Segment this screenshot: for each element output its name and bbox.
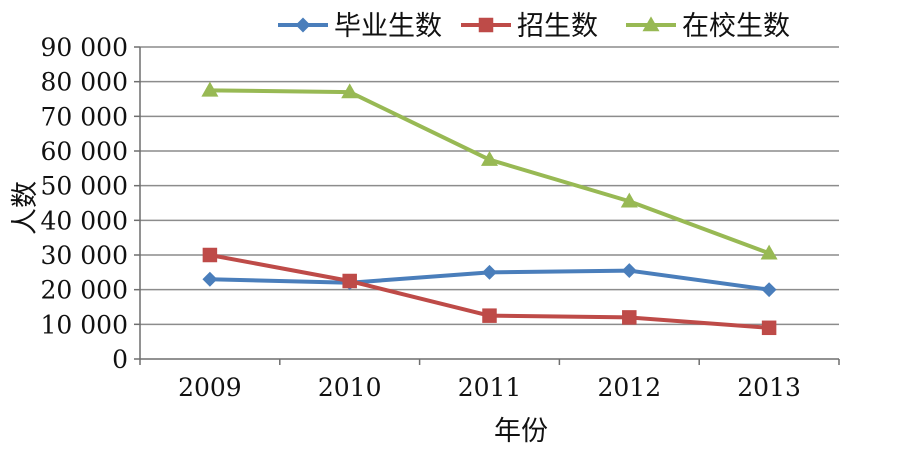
- legend-label: 在校生数: [682, 11, 790, 42]
- data-point: [341, 83, 359, 99]
- data-point: [761, 320, 777, 336]
- data-point: [201, 81, 219, 97]
- y-tick-labels: 0 10 000 20 000 30 000 40 000 50 000 60 000 70 …: [41, 33, 128, 374]
- x-tick-label: 2010: [318, 373, 382, 402]
- y-tick-label: 90 000: [41, 33, 128, 62]
- legend-marker: [642, 16, 660, 32]
- data-point: [620, 192, 638, 208]
- data-point: [342, 273, 357, 289]
- y-tick-label: 80 000: [41, 68, 128, 97]
- data-point: [482, 308, 497, 323]
- y-tick-label: 70 000: [41, 102, 128, 131]
- y-tick-label: 20 000: [41, 276, 128, 305]
- legend-label: 招生数: [517, 11, 598, 42]
- x-tick-label: 2012: [597, 373, 661, 402]
- axes: [134, 46, 840, 365]
- data-point: [622, 310, 637, 325]
- data-point: [202, 247, 218, 263]
- data-point: [760, 244, 778, 260]
- series-line-3: [209, 88, 770, 256]
- y-axis-title: 人数: [10, 181, 41, 235]
- legend-marker: [295, 17, 311, 33]
- legend: 毕业生数 招生数 在校生数: [278, 11, 790, 42]
- y-tick-label: 60 000: [41, 137, 128, 166]
- y-tick-label: 0: [112, 345, 128, 374]
- legend-marker: [478, 17, 494, 33]
- data-point: [761, 282, 777, 298]
- data-point: [621, 263, 637, 279]
- series: [201, 81, 778, 336]
- data-point: [202, 271, 218, 287]
- y-tick-label: 10 000: [41, 310, 128, 339]
- y-tick-label: 50 000: [41, 172, 128, 201]
- y-tick-label: 40 000: [41, 206, 128, 235]
- y-tick-label: 30 000: [41, 241, 128, 270]
- x-tick-label: 2013: [737, 373, 801, 402]
- x-axis-title: 年份: [494, 416, 548, 447]
- gridlines: [140, 46, 839, 326]
- data-point: [480, 151, 499, 166]
- data-point: [482, 264, 497, 280]
- legend-label: 毕业生数: [334, 11, 442, 42]
- x-tick-label: 2009: [178, 373, 242, 402]
- x-tick-labels: 2009 2010 2011 2012 2013: [178, 373, 801, 402]
- x-tick-label: 2011: [458, 373, 522, 402]
